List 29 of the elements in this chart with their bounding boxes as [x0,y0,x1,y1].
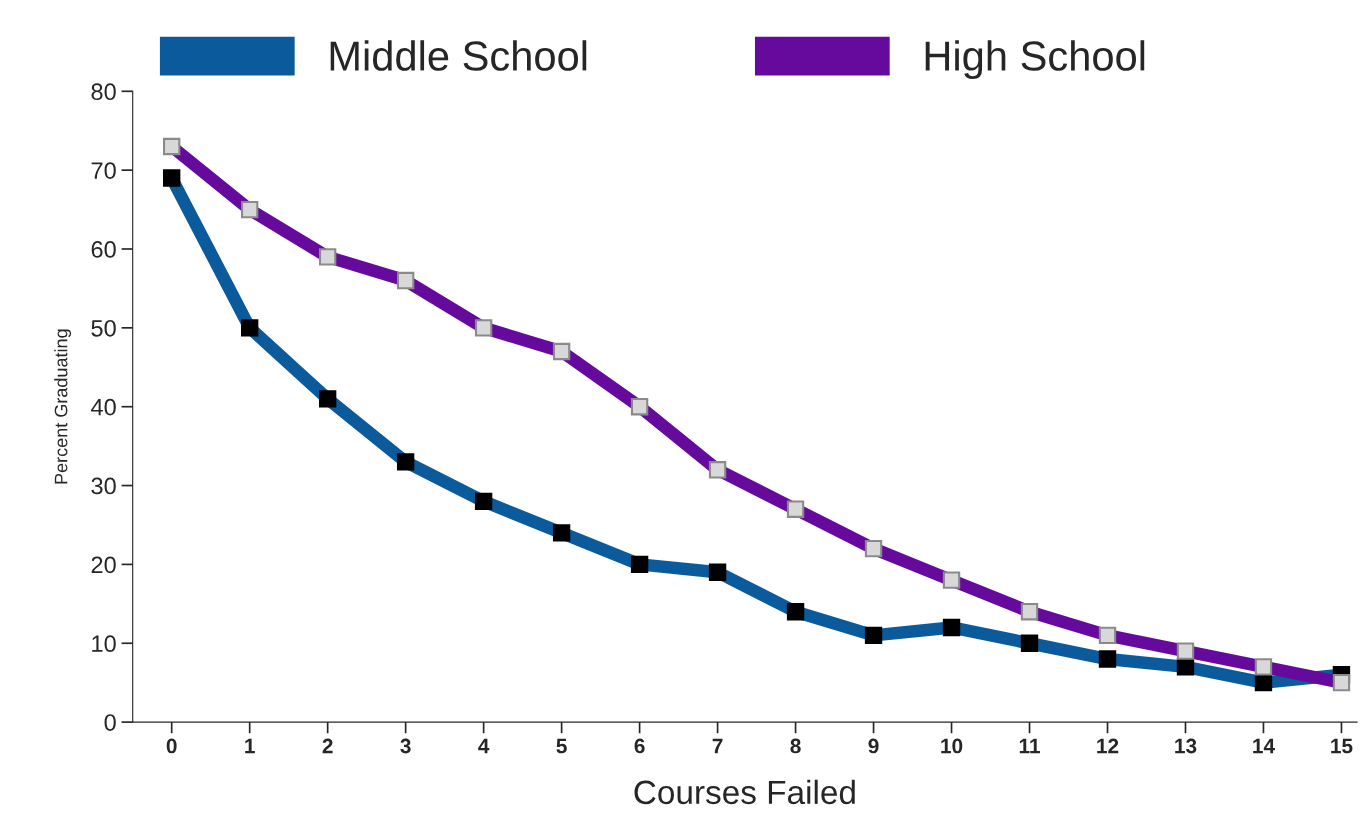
x-tick-label: 15 [1331,738,1353,754]
y-tick-label: 20 [91,556,116,574]
y-tick-label: 30 [91,477,116,495]
y-tick-label: 50 [91,319,116,337]
x-tick-label: 5 [556,738,567,754]
x-tick-label: 7 [712,738,723,754]
x-axis-title: Courses Failed [634,779,855,805]
x-tick-label: 6 [634,738,645,754]
legend-label: High School [925,40,1145,80]
x-tick-label: 10 [941,738,963,754]
y-tick-label: 40 [91,398,116,416]
x-tick-label: 11 [1019,738,1040,754]
x-tick-label: 8 [790,738,801,754]
y-tick-label: 0 [104,714,116,731]
x-tick-label: 1 [245,738,255,754]
x-tick-label: 14 [1253,738,1275,754]
y-axis-title: Percent Graduating [54,329,72,484]
y-tick-label: 10 [92,635,116,653]
x-tick-label: 12 [1097,738,1119,754]
legend-label: Middle School [330,40,587,71]
x-tick-label: 3 [400,738,411,754]
x-tick-label: 13 [1175,738,1197,754]
x-tick-label: 4 [478,738,490,754]
x-tick-label: 9 [868,738,879,754]
y-tick-label: 80 [91,83,116,101]
y-tick-label: 70 [91,162,116,179]
x-tick-label: 0 [166,738,177,754]
x-tick-label: 2 [322,738,333,754]
y-tick-label: 60 [91,241,116,258]
